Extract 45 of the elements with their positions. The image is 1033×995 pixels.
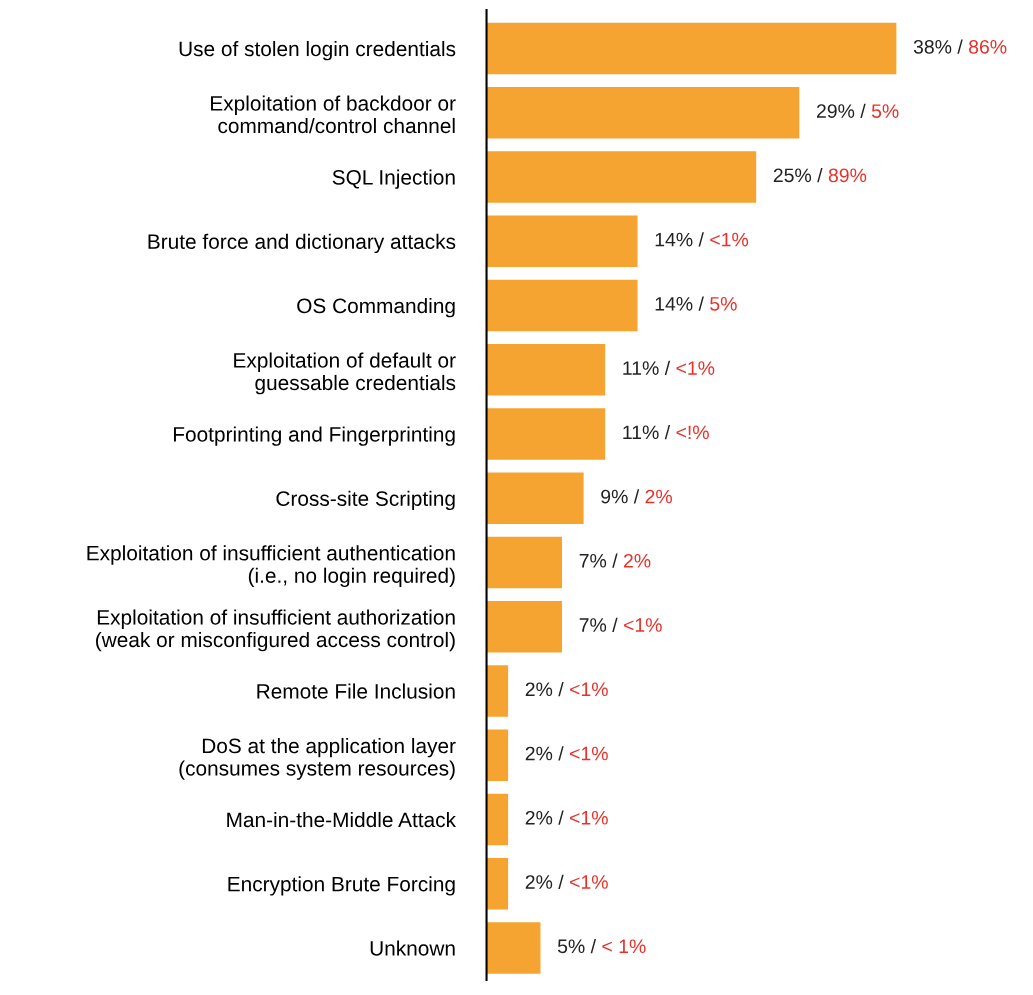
data-label: 25% / 89% — [773, 167, 867, 183]
data-label: 2% / <1% — [525, 681, 608, 697]
data-label: 9% / 2% — [601, 489, 672, 504]
bar — [486, 344, 606, 396]
bar — [486, 536, 563, 589]
y-tick-label: Unknown — [370, 940, 455, 956]
bar — [486, 922, 541, 974]
bar — [486, 215, 638, 267]
y-tick-label: Exploitation of insufficient authentication (i.e., no login required) — [87, 545, 455, 588]
data-label: 2% / <1% — [525, 874, 608, 889]
y-tick-label: Man-in-the-Middle Attack — [227, 811, 457, 828]
data-label: 11% / <!% — [623, 424, 709, 440]
y-tick-label: Brute force and dictionary attacks — [148, 233, 456, 254]
y-tick-label: Exploitation of default or guessable credentials — [234, 352, 456, 395]
data-label: 7% / <1% — [579, 617, 662, 632]
bar — [486, 601, 563, 653]
bar — [486, 665, 509, 717]
bar — [486, 279, 638, 332]
data-label: 2% / <1% — [525, 810, 608, 825]
y-tick-label: Remote File Inclusion — [257, 683, 455, 699]
data-label: 38% / 86% — [913, 39, 1007, 54]
data-label: 14% / 5% — [655, 296, 737, 311]
y-tick-label: Footprinting and Fingerprinting — [173, 426, 455, 446]
bar — [486, 729, 509, 781]
y-tick-label: Exploitation of insufficient authorization (weak or misconfigured access control) — [96, 609, 455, 652]
data-label: 5% / < 1% — [557, 938, 646, 954]
data-label: 29% / 5% — [816, 103, 899, 118]
data-label: 11% / <1% — [623, 360, 715, 375]
y-tick-label: Cross-site Scripting — [276, 490, 455, 511]
y-tick-label: Encryption Brute Forcing — [228, 876, 455, 896]
bar — [486, 858, 509, 910]
bar — [486, 87, 800, 139]
bar — [486, 793, 509, 846]
bar — [486, 472, 584, 524]
data-label: 14% / <1% — [655, 232, 749, 247]
y-tick-label: DoS at the application layer (consumes system resources) — [179, 737, 456, 780]
data-label: 2% / <1% — [525, 746, 608, 761]
y-tick-label: SQL Injection — [332, 169, 455, 189]
data-label: 7% / 2% — [579, 553, 651, 568]
y-tick-label: Exploitation of backdoor or command/control channel — [211, 95, 456, 134]
y-tick-label: OS Commanding — [297, 297, 455, 318]
bar — [486, 151, 757, 203]
bar — [486, 22, 897, 75]
y-tick-label: Use of stolen login credentials — [179, 40, 456, 61]
bar — [486, 408, 606, 460]
